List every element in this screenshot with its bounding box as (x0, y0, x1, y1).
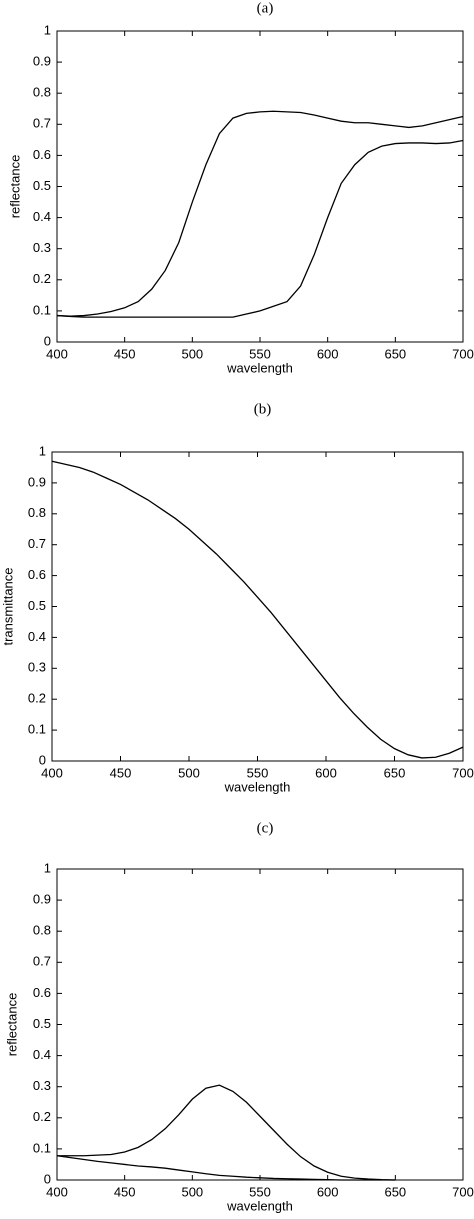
line-series (57, 1084, 396, 1181)
x-tick-label: 500 (178, 765, 200, 780)
y-tick-label: 0.8 (33, 923, 51, 938)
plot-frame (56, 30, 464, 343)
y-tick-label: 0.3 (33, 240, 51, 255)
y-tick-label: 0.4 (28, 629, 46, 644)
x-tick-label: 400 (46, 346, 68, 361)
y-tick-label: 0.9 (33, 54, 51, 69)
x-tick-label: 700 (452, 346, 474, 361)
x-tick-label: 600 (315, 765, 337, 780)
y-tick-label: 0.6 (28, 567, 46, 582)
line-series (56, 1155, 396, 1181)
x-tick-label: 450 (114, 346, 136, 361)
y-tick-label: 0 (44, 333, 51, 348)
y-tick-label: 0.1 (33, 302, 51, 317)
y-tick-label: 0.4 (33, 209, 51, 224)
x-tick-label: 400 (46, 1184, 68, 1199)
line-series (56, 110, 464, 317)
x-tick-label: 550 (249, 1184, 271, 1199)
x-tick-label: 450 (114, 1184, 136, 1199)
x-tick-label: 400 (41, 765, 63, 780)
y-axis-label: reflectance (4, 993, 19, 1057)
y-tick-label: 1 (39, 443, 46, 458)
x-tick-label: 600 (317, 346, 339, 361)
y-tick-label: 0.4 (33, 1047, 51, 1062)
x-tick-label: 550 (247, 765, 269, 780)
x-tick-label: 650 (384, 1184, 406, 1199)
x-tick-label: 500 (181, 1184, 203, 1199)
y-tick-label: 0.7 (28, 536, 46, 551)
y-tick-label: 0.2 (33, 1109, 51, 1124)
y-tick-label: 0.8 (33, 85, 51, 100)
y-tick-label: 0.1 (33, 1140, 51, 1155)
chart-title: (c) (257, 820, 274, 836)
x-axis-label: wavelength (224, 779, 291, 794)
x-tick-label: 600 (317, 1184, 339, 1199)
chart-title: (b) (254, 401, 272, 417)
y-tick-label: 0.1 (28, 722, 46, 737)
x-tick-label: 700 (452, 1184, 474, 1199)
y-tick-label: 0.9 (33, 892, 51, 907)
x-tick-label: 650 (384, 765, 406, 780)
y-tick-label: 0.5 (33, 1016, 51, 1031)
y-tick-label: 1 (44, 860, 51, 875)
y-tick-label: 0 (44, 1171, 51, 1186)
y-axis-label: reflectance (7, 155, 22, 219)
x-axis-label: wavelength (226, 360, 293, 375)
y-tick-label: 0.6 (33, 985, 51, 1000)
y-axis-label: transmittance (0, 567, 15, 645)
x-tick-label: 700 (452, 765, 474, 780)
y-tick-label: 0.3 (33, 1078, 51, 1093)
x-tick-label: 450 (110, 765, 132, 780)
y-tick-label: 0.8 (28, 505, 46, 520)
y-tick-label: 0.2 (28, 691, 46, 706)
y-tick-label: 0.7 (33, 116, 51, 131)
y-tick-label: 0.6 (33, 147, 51, 162)
y-tick-label: 0.3 (28, 660, 46, 675)
plot-frame (56, 868, 464, 1181)
y-tick-label: 0.5 (28, 598, 46, 613)
chart-title: (a) (257, 0, 274, 16)
line-series (56, 139, 464, 318)
y-tick-label: 0 (39, 752, 46, 767)
line-series (51, 460, 464, 759)
y-tick-label: 0.9 (28, 474, 46, 489)
y-tick-label: 0.5 (33, 178, 51, 193)
x-tick-label: 650 (384, 346, 406, 361)
x-tick-label: 550 (249, 346, 271, 361)
x-axis-label: wavelength (226, 1198, 293, 1213)
plot-frame (51, 451, 464, 762)
y-tick-label: 0.2 (33, 271, 51, 286)
x-tick-label: 500 (181, 346, 203, 361)
y-tick-label: 1 (44, 22, 51, 37)
y-tick-label: 0.7 (33, 954, 51, 969)
